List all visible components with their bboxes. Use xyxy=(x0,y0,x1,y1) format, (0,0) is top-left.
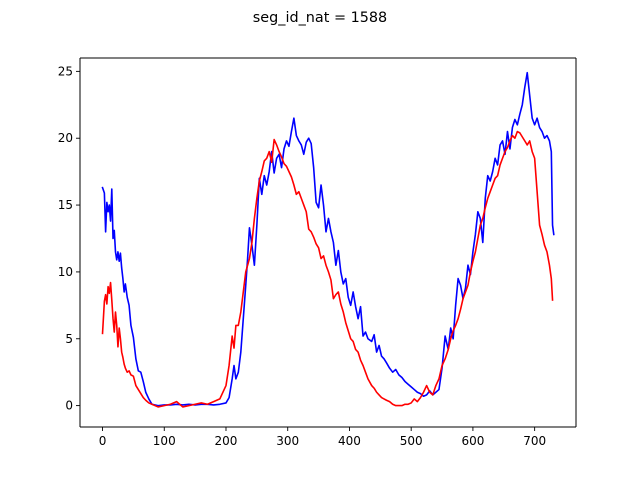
y-tick-label: 0 xyxy=(65,399,73,413)
chart-title: seg_id_nat = 1588 xyxy=(253,10,387,26)
series-layer xyxy=(101,71,555,408)
axes-frame xyxy=(79,57,577,428)
x-tick-label: 600 xyxy=(461,434,484,448)
x-tick-label: 500 xyxy=(400,434,423,448)
y-axis: 0 5 10 15 20 25 xyxy=(58,64,80,413)
x-tick-label: 700 xyxy=(523,434,546,448)
plot-area xyxy=(80,58,576,427)
y-tick-label: 15 xyxy=(58,198,73,212)
y-tick-label: 10 xyxy=(58,265,73,279)
x-tick-label: 200 xyxy=(215,434,238,448)
y-tick-label: 25 xyxy=(58,64,73,78)
y-tick-label: 20 xyxy=(58,131,73,145)
x-axis: 0 100 200 300 400 500 600 700 xyxy=(99,427,546,448)
x-tick-label: 400 xyxy=(338,434,361,448)
y-tick-label: 5 xyxy=(65,332,73,346)
series-line-red xyxy=(101,130,554,408)
x-tick-label: 100 xyxy=(153,434,176,448)
x-tick-label: 0 xyxy=(99,434,107,448)
series-line-blue xyxy=(101,71,555,407)
x-tick-label: 300 xyxy=(276,434,299,448)
